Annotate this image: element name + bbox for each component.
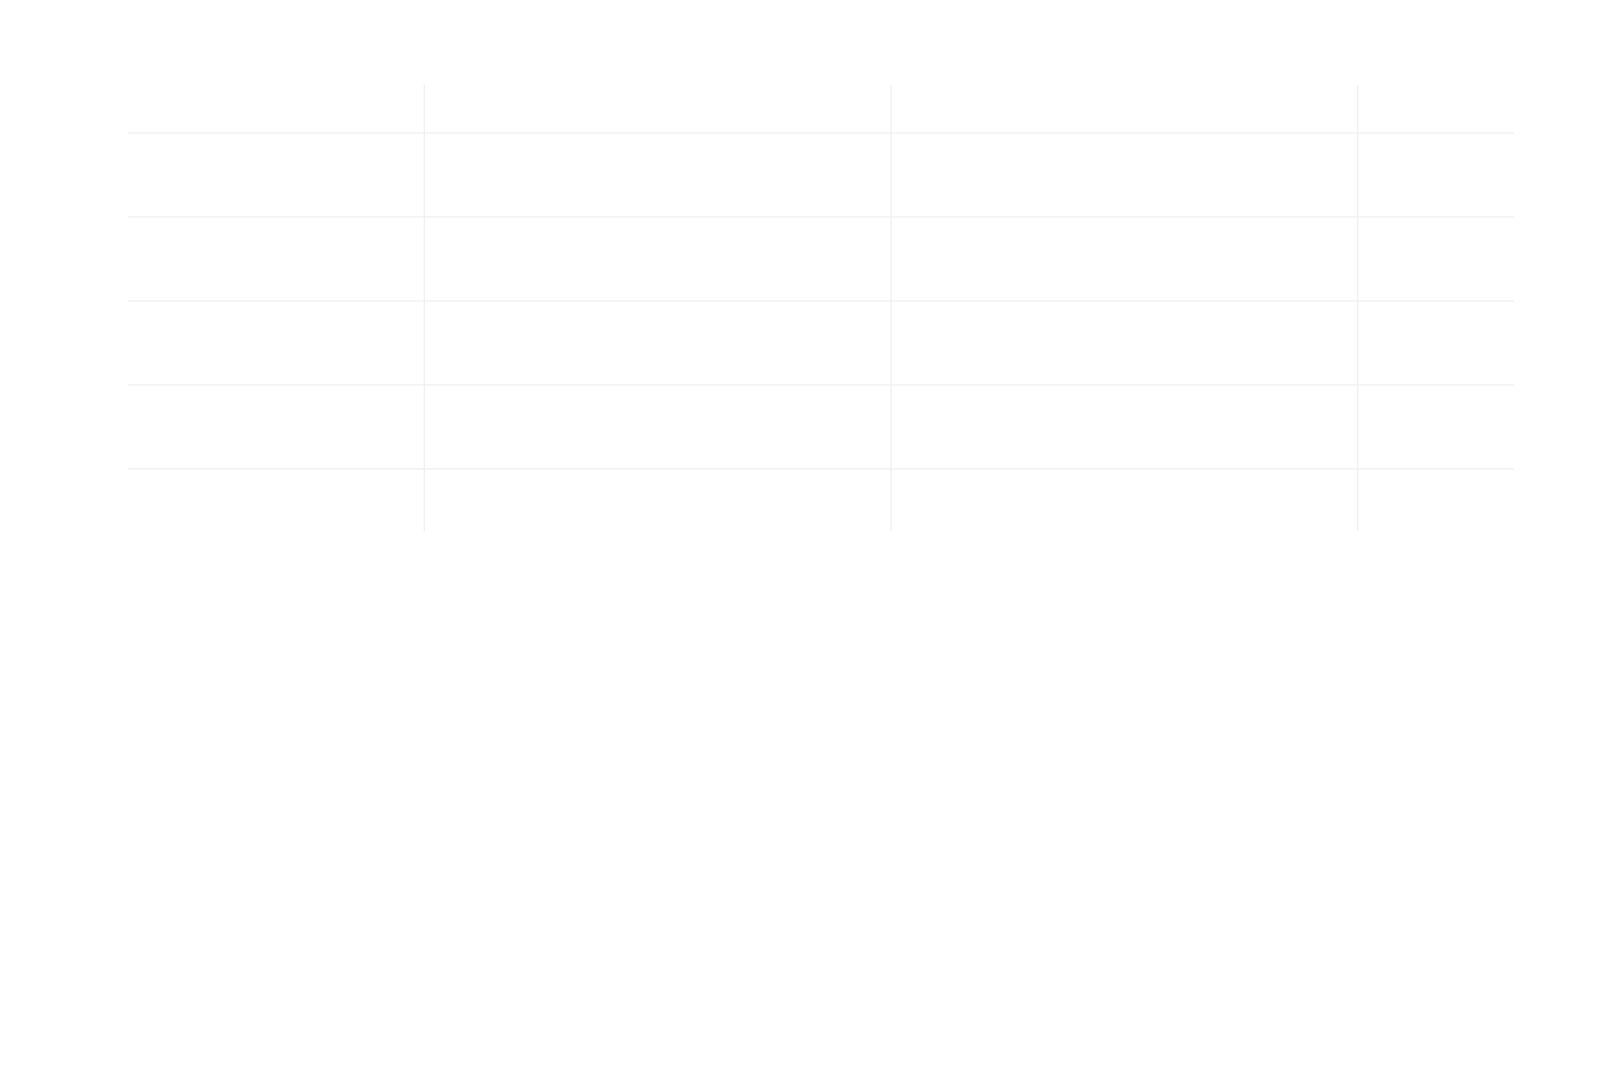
gridlines-minor <box>128 85 1514 531</box>
panel-background <box>128 85 1514 531</box>
chart-layers <box>128 85 1514 531</box>
facet-panel-GDPPerCapita <box>128 85 1514 531</box>
